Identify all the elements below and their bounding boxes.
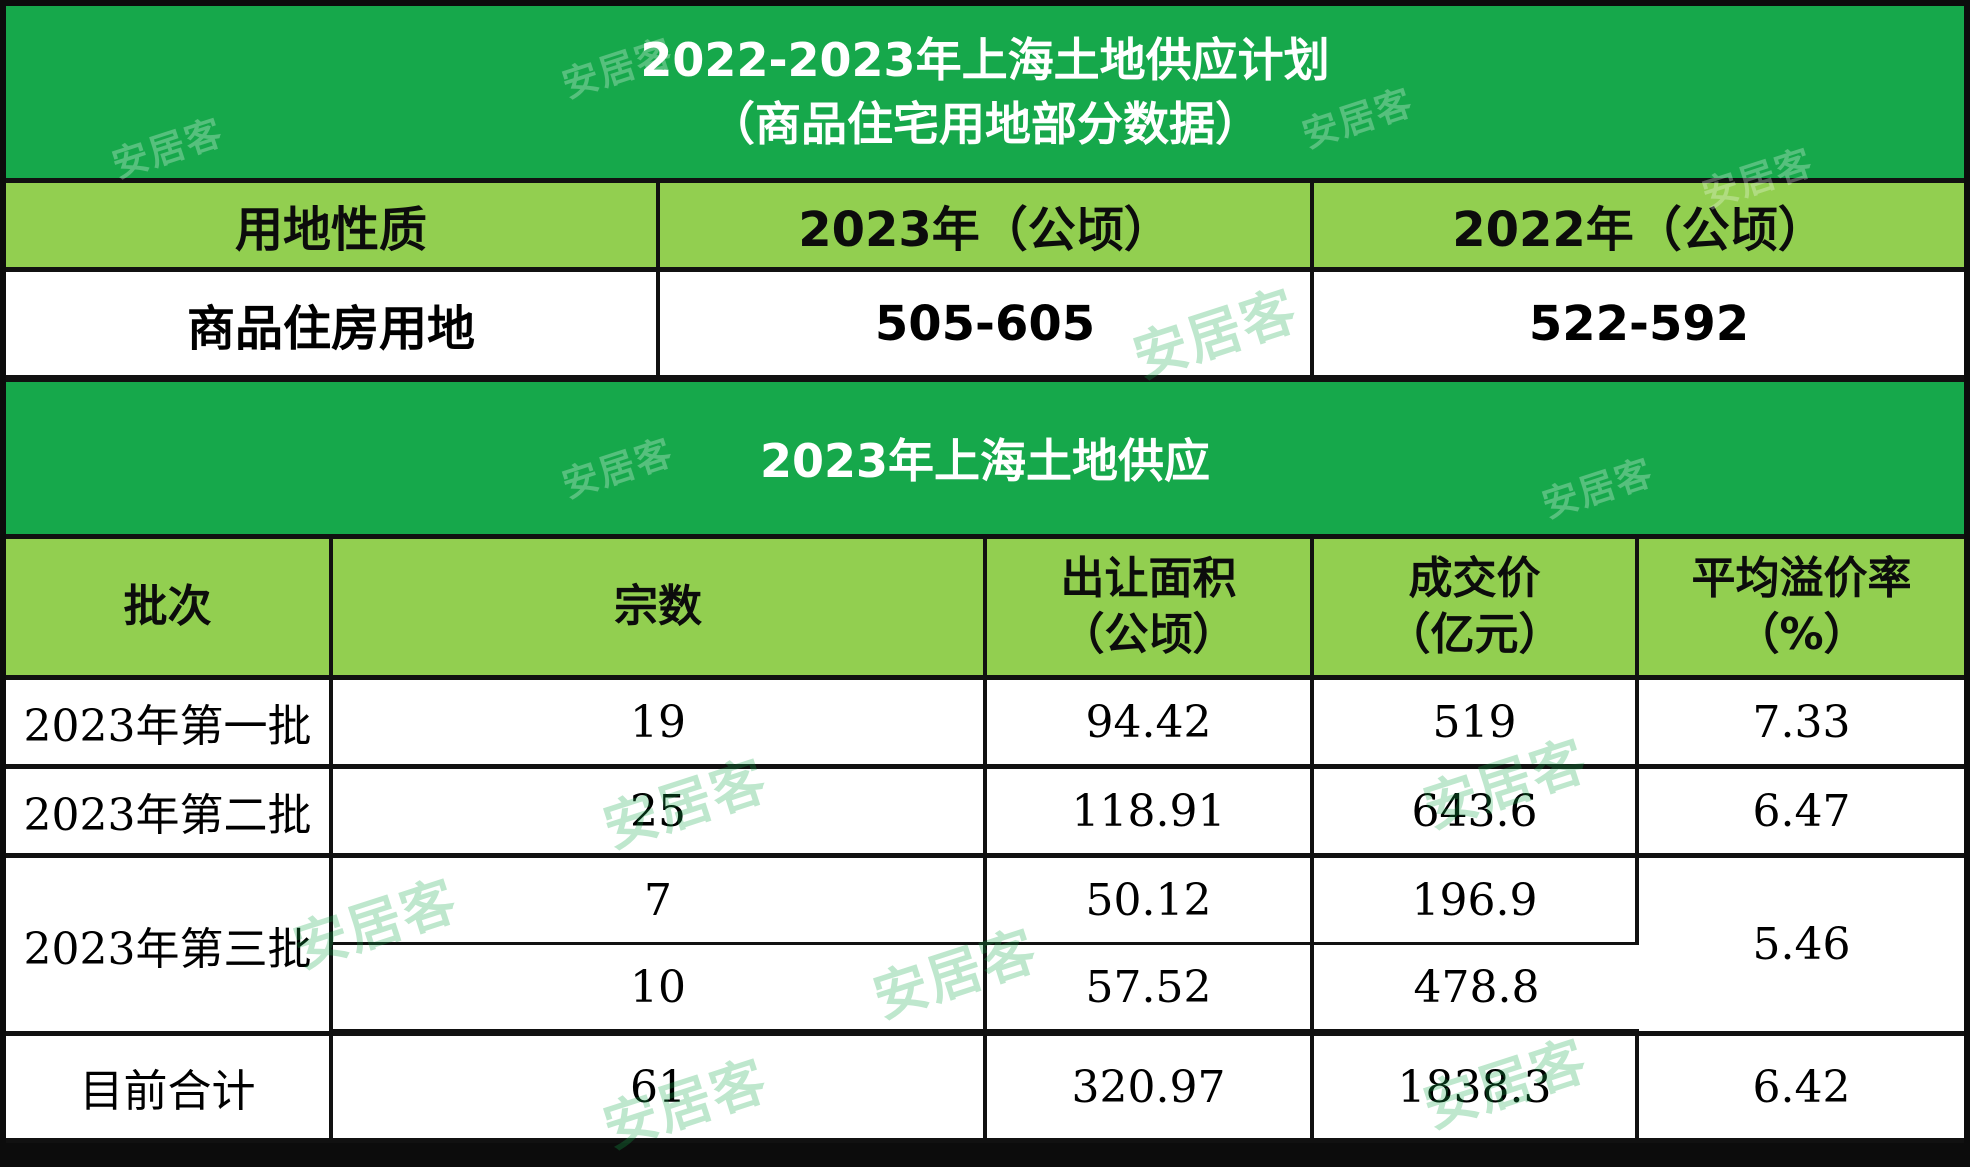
land-supply-table: 2022-2023年上海土地供应计划 （商品住宅用地部分数据） 用地性质 202…: [6, 6, 1964, 1143]
area-cell: 94.42: [987, 680, 1314, 769]
count-cell: 61: [333, 1036, 987, 1143]
header-area-line1: 出让面积: [1060, 553, 1237, 604]
premium-cell: 6.42: [1639, 1036, 1964, 1143]
plan-header-2022: 2022年（公顷）: [1314, 183, 1964, 272]
main-title-line1: 2022-2023年上海土地供应计划: [640, 33, 1330, 87]
price-cell: 643.6: [1314, 769, 1639, 858]
premium-cell: 5.46: [1639, 858, 1964, 1036]
batch-cell: 2023年第三批: [6, 858, 333, 1036]
premium-cell: 6.47: [1639, 769, 1964, 858]
count-cell: 19: [333, 680, 987, 769]
table-row: 2023年第一批 19 94.42 519 7.33: [6, 680, 1964, 769]
header-area: 出让面积 （公顷）: [987, 539, 1314, 680]
supply-title: 2023年上海土地供应: [6, 382, 1964, 539]
batch-cell: 目前合计: [6, 1036, 333, 1143]
area-cell: 57.52: [987, 945, 1314, 1036]
header-premium-line2: （%）: [1735, 609, 1868, 660]
area-cell: 320.97: [987, 1036, 1314, 1143]
batch-cell: 2023年第二批: [6, 769, 333, 858]
plan-header-nature: 用地性质: [6, 183, 660, 272]
count-cell: 10: [333, 945, 987, 1036]
main-title-line2: （商品住宅用地部分数据）: [709, 97, 1261, 151]
header-price-line1: 成交价: [1408, 553, 1541, 604]
header-price-line2: （亿元）: [1386, 609, 1563, 660]
table-row: 10 57.52 478.8: [6, 945, 1964, 1036]
price-cell: 1838.3: [1314, 1036, 1639, 1143]
header-price: 成交价 （亿元）: [1314, 539, 1639, 680]
table-row: 目前合计 61 320.97 1838.3 6.42: [6, 1036, 1964, 1143]
header-premium-line1: 平均溢价率: [1691, 553, 1912, 604]
header-count: 宗数: [333, 539, 987, 680]
price-cell: 519: [1314, 680, 1639, 769]
price-cell: 478.8: [1314, 945, 1639, 1036]
plan-header-2023: 2023年（公顷）: [660, 183, 1314, 272]
batch-cell: 2023年第一批: [6, 680, 333, 769]
header-batch: 批次: [6, 539, 333, 680]
price-cell: 196.9: [1314, 858, 1639, 945]
area-cell: 118.91: [987, 769, 1314, 858]
plan-cell-2023: 505-605: [660, 272, 1314, 382]
premium-cell: 7.33: [1639, 680, 1964, 769]
count-cell: 25: [333, 769, 987, 858]
table-row: 2023年第三批 7 50.12 196.9 5.46: [6, 858, 1964, 1036]
header-area-line2: （公顷）: [1060, 609, 1237, 660]
area-cell: 50.12: [987, 858, 1314, 945]
main-title: 2022-2023年上海土地供应计划 （商品住宅用地部分数据）: [6, 6, 1964, 183]
count-cell: 7: [333, 858, 987, 945]
table-row: 2023年第二批 25 118.91 643.6 6.47: [6, 769, 1964, 858]
plan-cell-2022: 522-592: [1314, 272, 1964, 382]
header-premium: 平均溢价率 （%）: [1639, 539, 1964, 680]
plan-cell-nature: 商品住房用地: [6, 272, 660, 382]
